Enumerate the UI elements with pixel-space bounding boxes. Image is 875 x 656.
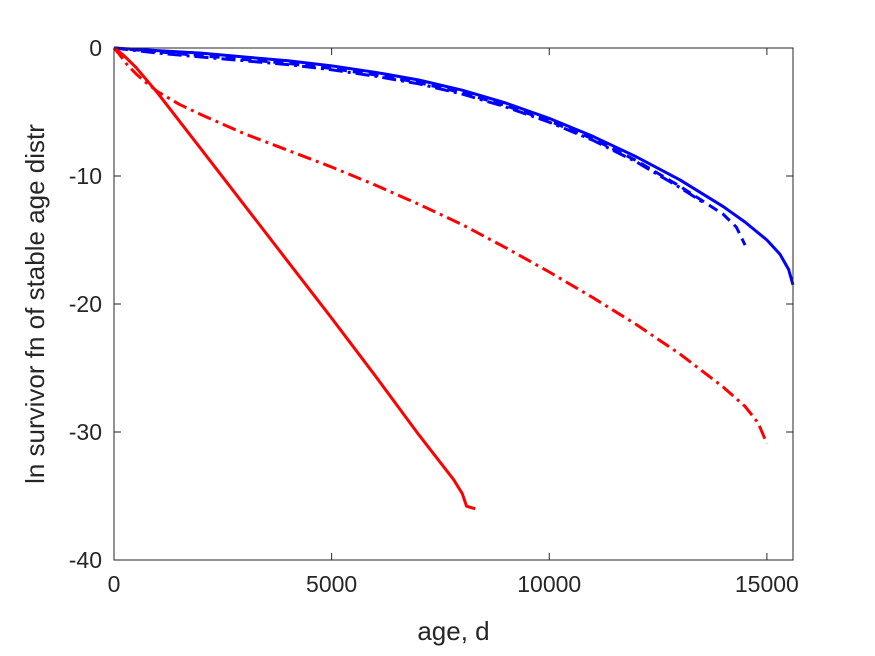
series-lines bbox=[112, 46, 795, 511]
axis-ticks: 0 5000 10000 15000 0 -10 -20 -30 -40 bbox=[69, 35, 799, 597]
x-tick-label: 0 bbox=[108, 571, 121, 597]
plot-frame bbox=[113, 47, 794, 561]
series-line-4 bbox=[113, 46, 476, 511]
y-tick-label: -10 bbox=[69, 163, 102, 189]
x-tick-label: 15000 bbox=[735, 571, 799, 597]
y-axis-label: ln survivor fn of stable age distr bbox=[20, 124, 50, 484]
y-tick-label: -20 bbox=[69, 291, 102, 317]
series-line-5 bbox=[112, 47, 769, 445]
y-tick-label: 0 bbox=[89, 35, 102, 61]
series-line-3 bbox=[113, 46, 707, 206]
x-axis-label: age, d bbox=[417, 616, 489, 646]
x-tick-label: 5000 bbox=[306, 571, 357, 597]
series-line-1 bbox=[113, 46, 795, 286]
series-line-2 bbox=[113, 46, 747, 246]
x-tick-label: 10000 bbox=[517, 571, 581, 597]
y-tick-label: -40 bbox=[69, 547, 102, 573]
y-tick-label: -30 bbox=[69, 419, 102, 445]
